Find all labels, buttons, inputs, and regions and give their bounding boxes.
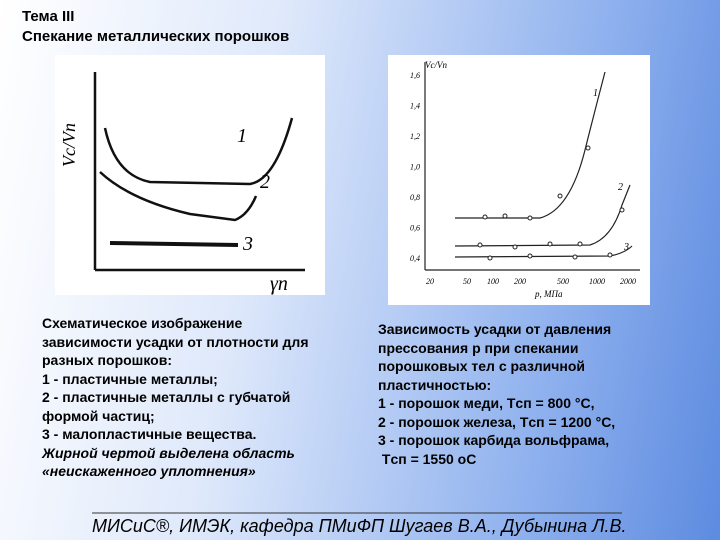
point bbox=[619, 207, 625, 213]
caption-line: «неискаженного уплотнения» bbox=[42, 463, 256, 479]
x-label: p, МПа bbox=[534, 289, 563, 299]
point bbox=[607, 252, 613, 258]
topic: Тема III bbox=[22, 8, 75, 25]
caption-line: порошковых тел с различной bbox=[378, 358, 586, 374]
caption-line: 2 - пластичные металлы с губчатой bbox=[42, 389, 291, 405]
y-tick-label: 1,4 bbox=[410, 102, 420, 111]
tick-labels: 1,6 1,4 1,2 1,0 0,8 0,6 0,4 20 50 100 200 500 1000 20… bbox=[410, 71, 636, 286]
curve bbox=[109, 241, 239, 247]
caption-line: Жирной чертой выделена область bbox=[42, 444, 295, 461]
y-tick-label: 1,2 bbox=[410, 132, 420, 141]
x-tick-label: 20 bbox=[426, 277, 434, 286]
caption-line: Схематическое изображение bbox=[42, 315, 243, 331]
caption-line: прессования р при спекании bbox=[378, 339, 579, 356]
point bbox=[487, 255, 493, 261]
caption-right: Зависимость усадки от давления прессовани… bbox=[378, 320, 615, 468]
curve-label: 1 bbox=[237, 125, 247, 147]
y-tick-label: 1,6 bbox=[410, 71, 420, 80]
left-plot bbox=[93, 72, 305, 272]
y-label: Vc/Vп bbox=[425, 60, 447, 70]
points bbox=[477, 145, 625, 261]
caption-line: 3 - малопластичные вещества. bbox=[42, 426, 257, 442]
point bbox=[547, 241, 553, 247]
caption-line: зависимости усадки от плотности для bbox=[42, 333, 309, 350]
point bbox=[572, 254, 578, 260]
point bbox=[527, 253, 533, 259]
point bbox=[585, 145, 591, 151]
point bbox=[482, 214, 488, 220]
point bbox=[577, 241, 583, 247]
curve-label: 2 bbox=[260, 171, 270, 193]
figure-left bbox=[55, 55, 325, 295]
caption-line: 1 - пластичные металлы; bbox=[42, 370, 218, 387]
point bbox=[557, 193, 563, 199]
y-tick-label: 0,6 bbox=[410, 224, 420, 233]
caption-line: 1 - порошок меди, Tсп = 800 °С, bbox=[378, 395, 595, 411]
y-tick-label: 0,8 bbox=[410, 193, 420, 202]
caption-line: Tсп = 1550 oС bbox=[378, 450, 477, 467]
point bbox=[527, 215, 533, 221]
caption-line: формой частиц; bbox=[42, 407, 155, 424]
figure-right bbox=[388, 55, 650, 305]
caption-line: 2 - порошок железа, Tсп = 1200 °С, bbox=[378, 413, 616, 430]
curve bbox=[454, 184, 631, 247]
y-label: Vc/Vп bbox=[59, 123, 79, 167]
x-tick-label: 500 bbox=[557, 277, 569, 286]
curve-label: 2 bbox=[618, 182, 623, 193]
curve-label: 3 bbox=[242, 233, 253, 255]
curve bbox=[99, 171, 258, 222]
caption-line: 3 - порошок карбида вольфрама, bbox=[378, 432, 610, 448]
x-tick-label: 200 bbox=[514, 277, 526, 286]
point bbox=[477, 242, 483, 248]
caption-line: пластичностью: bbox=[378, 376, 492, 393]
caption-line: Зависимость усадки от давления bbox=[378, 321, 612, 337]
curve bbox=[103, 117, 294, 186]
x-tick-label: 1000 bbox=[589, 277, 605, 286]
point bbox=[502, 213, 508, 219]
x-tick-label: 100 bbox=[487, 277, 499, 286]
footer: МИСиС®, ИМЭК, кафедра ПМиФП Шугаев В.А.,… bbox=[92, 516, 627, 536]
title: Спекание металлических порошков bbox=[22, 28, 290, 45]
caption-left: Схематическое изображение зависимости уса… bbox=[42, 314, 309, 481]
curve bbox=[455, 71, 606, 219]
y-tick-label: 1,0 bbox=[410, 163, 420, 172]
x-label: γп bbox=[270, 273, 288, 295]
x-tick-label: 50 bbox=[463, 277, 471, 286]
x-tick-label: 2000 bbox=[620, 277, 636, 286]
caption-line: разных порошков: bbox=[42, 352, 172, 368]
curve-label: 1 bbox=[593, 88, 598, 99]
curve-label: 3 bbox=[623, 242, 629, 253]
y-tick-label: 0,4 bbox=[410, 254, 420, 263]
point bbox=[512, 244, 518, 250]
